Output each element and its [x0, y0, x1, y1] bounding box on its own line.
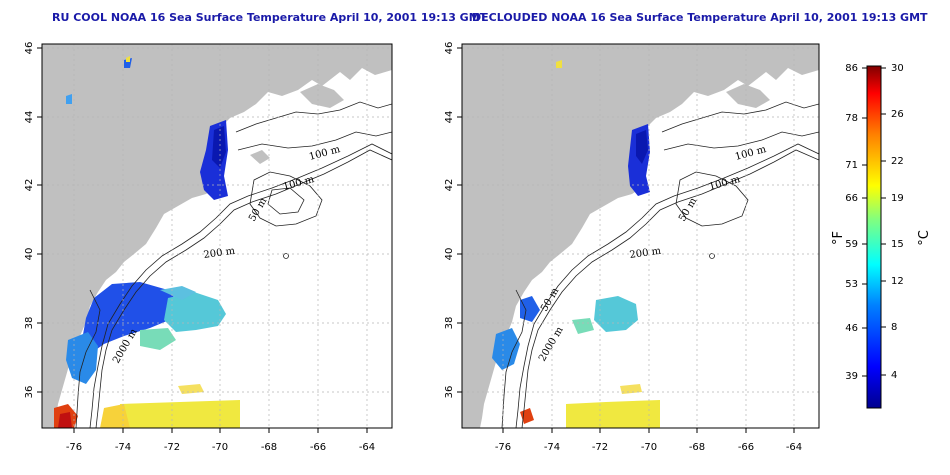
- contour-line: [267, 187, 305, 215]
- celsius-tick-label: 15: [891, 239, 904, 250]
- left-map-title: RU COOL NOAA 16 Sea Surface Temperature …: [52, 11, 488, 24]
- seamount-contour: [709, 253, 715, 259]
- contour-line: [515, 143, 819, 428]
- island: [726, 84, 770, 108]
- contour-line: [661, 101, 819, 133]
- sst-patch: [100, 404, 130, 428]
- lat-tick-label: 42: [444, 179, 455, 192]
- fahrenheit-tick-label: 86: [845, 63, 858, 74]
- fahrenheit-tick-label: 71: [845, 160, 858, 171]
- lon-tick-label: -70: [641, 442, 657, 453]
- fahrenheit-tick-label: 53: [845, 279, 858, 290]
- plot-border: [41, 43, 393, 429]
- land-mass: [462, 44, 819, 428]
- right-sst-map: 100 m 100 m 50 m 200 m 50 m 2000 m -76 -…: [444, 42, 820, 453]
- fahrenheit-tick-label: 78: [845, 113, 858, 124]
- temperature-colorbar: 86 78 71 66 59 53 46 39 30 26 22 19 15 1…: [831, 63, 932, 409]
- lon-tick-label: -68: [689, 442, 705, 453]
- celsius-tick-label: 22: [891, 156, 904, 167]
- lat-tick-label: 36: [24, 386, 35, 399]
- contour-line: [249, 171, 323, 227]
- fahrenheit-unit-label: °F: [831, 231, 846, 245]
- sst-patch: [620, 384, 642, 394]
- y-axis-right: [457, 47, 462, 393]
- lon-tick-label: -68: [261, 442, 277, 453]
- x-axis-left: [73, 428, 368, 433]
- lon-tick-label: -74: [544, 442, 560, 453]
- lon-tick-label: -66: [738, 442, 754, 453]
- lat-tick-label: 46: [24, 42, 35, 55]
- lon-tick-label: -74: [115, 442, 131, 453]
- sst-patch: [126, 56, 130, 62]
- contour-line: [75, 289, 101, 428]
- lat-tick-label: 38: [444, 317, 455, 330]
- x-axis-right: [502, 428, 795, 433]
- lon-tick-label: -76: [495, 442, 511, 453]
- lat-tick-label: 44: [24, 111, 35, 124]
- sst-patch: [58, 412, 72, 428]
- contour-line: [663, 131, 819, 151]
- contour-line: [95, 149, 392, 428]
- sst-patch: [212, 126, 226, 168]
- contour-line: [675, 171, 749, 227]
- fahrenheit-tick-label: 39: [845, 371, 858, 382]
- contour-label: 200 m: [203, 246, 236, 261]
- celsius-tick-label: 12: [891, 276, 904, 287]
- lon-tick-label: -72: [164, 442, 180, 453]
- contour-line: [521, 149, 819, 428]
- right-map-title: DECLOUDED NOAA 16 Sea Surface Temperatur…: [472, 11, 928, 24]
- contour-line: [237, 131, 392, 151]
- land-mass: [42, 44, 392, 428]
- lat-tick-label: 46: [444, 42, 455, 55]
- sst-patch: [140, 328, 176, 350]
- contour-line: [89, 143, 392, 428]
- colorbar-ticks: [862, 67, 886, 377]
- lat-tick-label: 40: [444, 248, 455, 261]
- island: [250, 150, 270, 164]
- sst-patch: [572, 318, 594, 334]
- sst-patch: [66, 94, 72, 104]
- lon-tick-label: -72: [592, 442, 608, 453]
- graticule: [462, 44, 819, 428]
- sst-patch: [164, 292, 226, 332]
- sst-patch: [160, 286, 196, 300]
- sst-patch: [178, 384, 204, 394]
- island: [300, 84, 344, 108]
- lat-tick-label: 38: [24, 317, 35, 330]
- celsius-tick-label: 30: [891, 63, 904, 74]
- lon-tick-label: -64: [359, 442, 375, 453]
- plot-border: [461, 43, 820, 429]
- celsius-tick-label: 8: [891, 322, 897, 333]
- lat-tick-label: 44: [444, 111, 455, 124]
- lat-tick-label: 40: [24, 248, 35, 261]
- sst-patch: [82, 282, 180, 354]
- contour-line: [501, 289, 527, 428]
- sst-patch: [566, 400, 660, 428]
- colorbar-gradient: [866, 65, 882, 409]
- lat-tick-label: 42: [24, 179, 35, 192]
- lat-tick-label: 36: [444, 386, 455, 399]
- celsius-tick-label: 19: [891, 193, 904, 204]
- sst-patch: [492, 328, 520, 370]
- lon-tick-label: -64: [786, 442, 802, 453]
- fahrenheit-tick-label: 59: [845, 239, 858, 250]
- seamount-contour: [283, 253, 289, 259]
- lon-tick-label: -70: [212, 442, 228, 453]
- sst-patch: [636, 130, 648, 164]
- left-sst-map: 100 m 100 m 50 m 200 m 2000 m -76 -74 -7…: [24, 42, 393, 453]
- lon-tick-label: -66: [310, 442, 326, 453]
- celsius-tick-label: 4: [891, 370, 897, 381]
- celsius-unit-label: °C: [917, 230, 932, 246]
- contour-label: 200 m: [629, 246, 662, 261]
- graticule: [42, 44, 392, 428]
- fahrenheit-tick-label: 46: [845, 323, 858, 334]
- celsius-tick-label: 26: [891, 109, 904, 120]
- y-axis-left: [37, 47, 42, 393]
- sst-patch: [556, 60, 562, 68]
- sst-patch: [120, 400, 240, 428]
- fahrenheit-tick-label: 66: [845, 193, 858, 204]
- lon-tick-label: -76: [66, 442, 82, 453]
